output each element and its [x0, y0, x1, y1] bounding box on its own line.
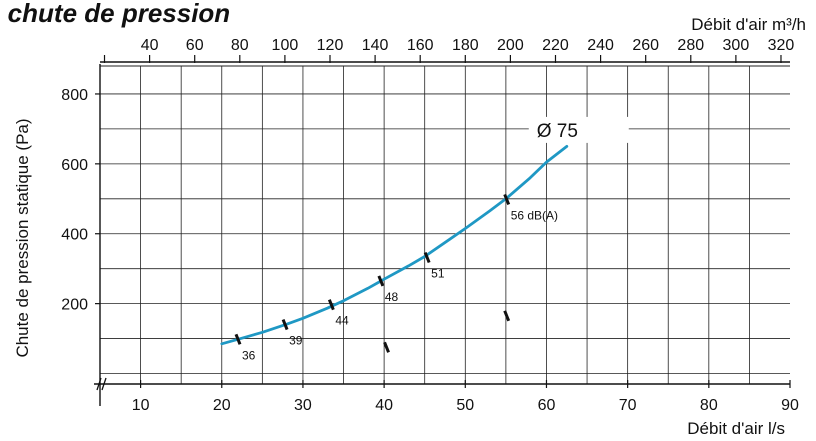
y-axis-title: Chute de pression statique (Pa) — [13, 118, 32, 357]
x-tick-label: 70 — [619, 397, 637, 414]
noise-markers — [234, 193, 511, 353]
x2-tick-label: 80 — [231, 37, 249, 54]
x-tick-label: 90 — [781, 397, 799, 414]
stray-mark — [503, 310, 511, 322]
noise-marker-label: 56 dB(A) — [511, 208, 558, 222]
x-tick-label: 40 — [375, 397, 393, 414]
series-label-background — [528, 116, 629, 143]
x2-tick-label: 220 — [542, 37, 569, 54]
y-tick-label: 800 — [61, 87, 88, 104]
axis-break-mark — [96, 377, 107, 391]
x-tick-label: 80 — [700, 397, 718, 414]
labels: 10 20 30 40 50 60 70 80 90 200 400 600 800 40 60 80 100 1… — [13, 15, 806, 438]
x-tick-label: 30 — [294, 397, 312, 414]
y-tick-label: 200 — [61, 297, 88, 314]
x2-tick-label: 320 — [768, 37, 795, 54]
grid — [100, 65, 790, 384]
noise-marker-label: 44 — [335, 314, 349, 328]
axes — [94, 55, 791, 406]
x2-tick-label: 260 — [632, 37, 659, 54]
x2-tick-label: 200 — [497, 37, 524, 54]
series-label: Ø 75 — [537, 121, 578, 142]
noise-marker-label: 36 — [242, 348, 256, 362]
x2-tick-label: 60 — [186, 37, 204, 54]
x2-tick-label: 300 — [723, 37, 750, 54]
x2-tick-label: 140 — [362, 37, 389, 54]
y-tick-label: 600 — [61, 157, 88, 174]
stray-mark — [383, 341, 390, 353]
x2-axis-title: Débit d'air m³/h — [691, 15, 806, 34]
noise-marker — [327, 299, 335, 311]
noise-marker-label: 48 — [385, 290, 399, 304]
y-tick-label: 400 — [61, 227, 88, 244]
noise-marker — [281, 319, 289, 331]
x2-tick-label: 40 — [141, 37, 159, 54]
noise-marker — [503, 193, 511, 206]
x2-tick-label: 100 — [272, 37, 299, 54]
noise-marker-label: 39 — [289, 334, 303, 348]
x-axis-title: Débit d'air l/s — [687, 419, 785, 438]
x2-tick-label: 120 — [317, 37, 344, 54]
series-layer — [220, 145, 569, 346]
noise-marker — [234, 333, 242, 345]
x-tick-label: 20 — [213, 397, 231, 414]
x-tick-label: 60 — [538, 397, 556, 414]
noise-marker — [377, 275, 385, 287]
chart-title: a chute de pression — [0, 0, 231, 28]
noise-marker — [423, 251, 431, 264]
x2-tick-label: 240 — [587, 37, 614, 54]
x-tick-label: 10 — [132, 397, 150, 414]
x-tick-label: 50 — [456, 397, 474, 414]
x2-tick-label: 160 — [407, 37, 434, 54]
series-line — [220, 145, 569, 346]
noise-marker-label: 51 — [431, 266, 445, 280]
x2-tick-label: 180 — [452, 37, 479, 54]
x2-tick-label: 280 — [677, 37, 704, 54]
